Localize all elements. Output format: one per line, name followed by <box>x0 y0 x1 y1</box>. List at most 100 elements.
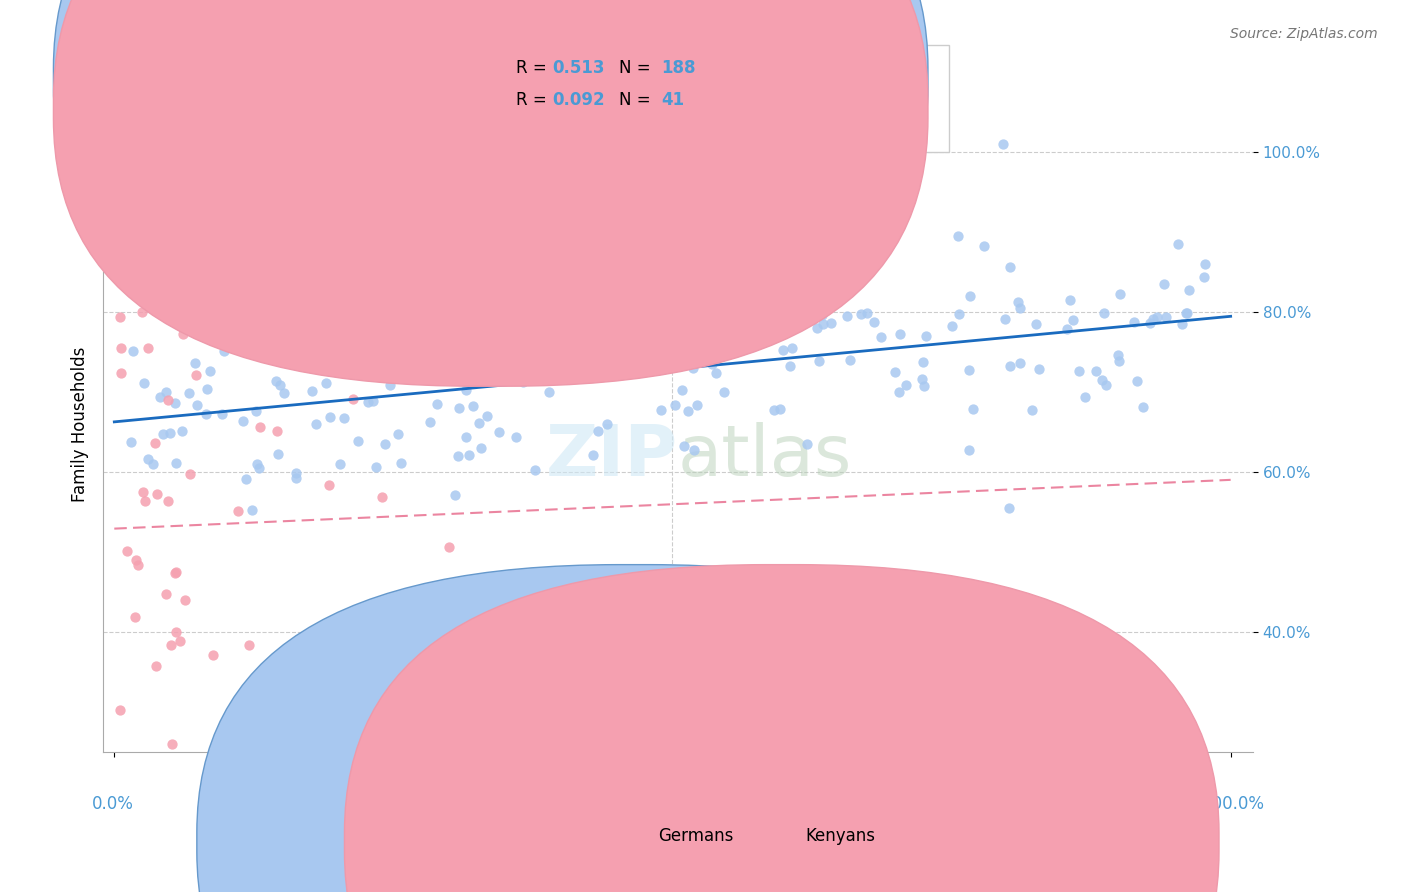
Point <box>211 407 233 421</box>
Point <box>837 310 859 324</box>
Point <box>855 305 877 319</box>
Point <box>957 442 980 457</box>
Point <box>1067 364 1090 378</box>
Point <box>596 417 619 431</box>
Point <box>631 359 654 373</box>
Point <box>364 311 387 326</box>
Point <box>437 541 460 555</box>
Point <box>364 460 387 475</box>
Point <box>915 329 938 343</box>
Point <box>912 379 935 393</box>
Point <box>959 289 981 303</box>
Point <box>468 416 491 430</box>
Text: 188: 188 <box>661 59 696 77</box>
Point <box>163 396 186 410</box>
Point <box>1059 293 1081 308</box>
Point <box>488 425 510 440</box>
Point <box>235 472 257 486</box>
Point <box>132 484 155 499</box>
Point <box>269 377 291 392</box>
Point <box>863 315 886 329</box>
Point <box>613 329 636 343</box>
Point <box>157 493 180 508</box>
Point <box>1109 287 1132 301</box>
Point <box>115 544 138 558</box>
Point <box>124 610 146 624</box>
Point <box>537 385 560 400</box>
Point <box>198 364 221 378</box>
Point <box>232 414 254 428</box>
Point <box>1094 378 1116 392</box>
Point <box>894 378 917 392</box>
Point <box>948 307 970 321</box>
Point <box>380 378 402 392</box>
Point <box>218 737 240 751</box>
Point <box>657 343 679 357</box>
Point <box>387 426 409 441</box>
Point <box>761 301 783 315</box>
Point <box>202 648 225 662</box>
Point <box>454 383 477 397</box>
Point <box>396 333 419 347</box>
Point <box>240 503 263 517</box>
Point <box>142 457 165 471</box>
Point <box>318 305 340 319</box>
Point <box>704 366 727 380</box>
Point <box>159 425 181 440</box>
Point <box>870 330 893 344</box>
Point <box>134 494 156 508</box>
Point <box>1139 316 1161 330</box>
Point <box>1021 403 1043 417</box>
Point <box>186 368 208 383</box>
Point <box>1123 315 1146 329</box>
Point <box>686 398 709 412</box>
Point <box>333 410 356 425</box>
Point <box>991 136 1014 151</box>
Point <box>434 339 457 353</box>
Text: Kenyans: Kenyans <box>806 827 876 845</box>
Point <box>432 279 454 293</box>
Point <box>849 307 872 321</box>
Point <box>169 634 191 648</box>
Point <box>159 639 181 653</box>
Point <box>484 359 506 374</box>
Text: Germans: Germans <box>658 827 734 845</box>
Point <box>110 366 132 380</box>
Point <box>783 295 806 310</box>
Point <box>131 305 153 319</box>
Point <box>1085 364 1108 378</box>
Point <box>447 401 470 415</box>
Point <box>683 442 706 457</box>
Point <box>184 356 207 370</box>
Point <box>762 402 785 417</box>
Point <box>179 467 201 481</box>
Point <box>769 316 792 330</box>
Point <box>512 375 534 389</box>
Point <box>314 304 336 318</box>
Point <box>285 471 308 485</box>
Point <box>768 401 790 416</box>
Point <box>165 456 187 470</box>
Point <box>887 384 910 399</box>
Point <box>125 553 148 567</box>
Point <box>671 383 693 397</box>
Point <box>411 336 433 351</box>
Point <box>582 330 605 344</box>
Point <box>1146 310 1168 324</box>
Point <box>946 229 969 244</box>
Point <box>149 390 172 404</box>
Point <box>470 441 492 455</box>
Text: N =: N = <box>619 91 655 109</box>
Point <box>205 737 228 751</box>
Point <box>165 625 187 640</box>
Point <box>1091 373 1114 387</box>
Point <box>998 501 1021 516</box>
Point <box>941 319 963 334</box>
Text: 41: 41 <box>661 91 683 109</box>
Point <box>143 435 166 450</box>
Point <box>962 402 984 417</box>
Point <box>146 487 169 501</box>
Point <box>1175 305 1198 319</box>
Point <box>145 659 167 673</box>
Point <box>654 358 676 372</box>
